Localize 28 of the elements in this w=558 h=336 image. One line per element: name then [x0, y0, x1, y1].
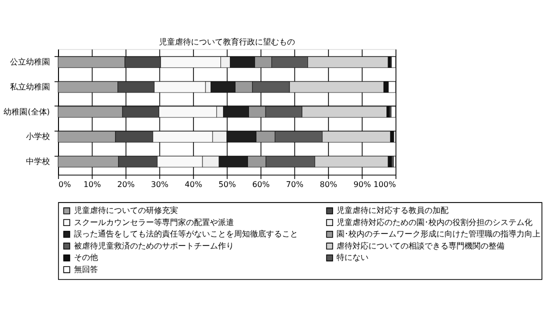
legend-label: スクールカウンセラー等専門家の配置や派遣 [74, 218, 234, 227]
legend-label: 児童虐待対応のための園･校内の役割分担のシステム化 [336, 218, 533, 227]
legend-label: 誤った通告をしても法的責任等がないことを周知徹底すること [74, 230, 298, 239]
y-tick-label: 中学校 [26, 156, 50, 166]
legend-label: 被虐待児童救済のためのサポートチーム作り [74, 241, 234, 250]
x-tick-label: 90% [353, 180, 371, 189]
chart-title: 児童虐待について教育行政に望むもの [158, 37, 295, 46]
legend-label: 特にない [336, 253, 369, 262]
legend-label: その他 [74, 253, 98, 262]
x-tick-label: 80% [320, 180, 338, 189]
x-tick-label: 0% [58, 180, 71, 189]
legend-label: 虐待対応についての相談できる専門機関の整備 [336, 241, 505, 250]
legend-label: 園･校内のチームワーク形成に向けた管理職の指導力向上 [336, 230, 541, 239]
x-tick-label: 10% [84, 180, 101, 189]
x-tick-label: 40% [184, 180, 202, 189]
legend-label: 児童虐待に対応する教員の加配 [336, 206, 449, 216]
x-tick-label: 70% [286, 180, 304, 189]
x-tick-label: 100% [374, 180, 396, 189]
y-tick-label: 小学校 [26, 132, 50, 142]
legend-label: 無回答 [74, 265, 98, 274]
y-tick-label: 公立幼稚園 [10, 58, 50, 67]
x-tick-label: 20% [117, 180, 135, 189]
x-tick-label: 60% [252, 180, 270, 189]
x-tick-label: 50% [218, 180, 236, 189]
y-tick-label: 幼稚園(全体) [4, 107, 50, 116]
legend-label: 児童虐待についての研修充実 [74, 206, 178, 216]
x-tick-label: 30% [151, 180, 168, 189]
y-tick-label: 私立幼稚園 [10, 82, 50, 92]
